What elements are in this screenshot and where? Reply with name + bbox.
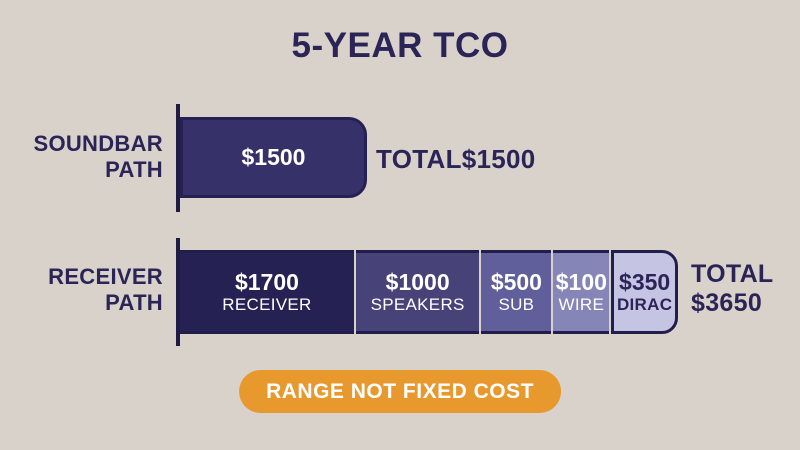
soundbar-total-label: TOTAL: [376, 144, 462, 174]
soundbar-axis-line: [176, 104, 180, 212]
segment-speakers-name: SPEAKERS: [370, 295, 465, 315]
soundbar-bar-value: $1500: [241, 144, 306, 170]
segment-sub-name: SUB: [498, 295, 535, 315]
chart-title: 5-YEAR TCO: [291, 26, 509, 65]
range-note-text: RANGE NOT FIXED COST: [266, 379, 534, 403]
receiver-axis-line: [176, 238, 180, 346]
soundbar-label-line2: PATH: [105, 157, 163, 182]
receiver-total-value: $3650: [691, 289, 763, 317]
receiver-path-label: RECEIVER PATH: [0, 264, 163, 316]
range-note-badge: RANGE NOT FIXED COST: [239, 370, 561, 413]
segment-wire: $100 WIRE: [553, 250, 610, 334]
soundbar-total-value: $1500: [461, 144, 536, 174]
segment-dirac: $350 DIRAC: [611, 250, 678, 334]
soundbar-path-label: SOUNDBAR PATH: [0, 131, 163, 183]
soundbar-label-line1: SOUNDBAR: [33, 131, 163, 156]
segment-receiver: $1700 RECEIVER: [180, 250, 354, 334]
receiver-label-line2: PATH: [105, 290, 163, 315]
soundbar-total: TOTAL$1500: [376, 144, 536, 175]
segment-speakers-value: $1000: [385, 269, 450, 295]
segment-wire-value: $100: [555, 269, 607, 295]
segment-sub-value: $500: [490, 269, 542, 295]
receiver-stacked-bar: $1700 RECEIVER $1000 SPEAKERS $500 SUB $…: [180, 250, 678, 334]
receiver-total-label: TOTAL: [691, 260, 774, 288]
segment-speakers: $1000 SPEAKERS: [355, 250, 480, 334]
segment-sub: $500 SUB: [481, 250, 552, 334]
segment-dirac-name: DIRAC: [616, 295, 673, 315]
soundbar-bar-segment: $1500: [180, 117, 367, 198]
receiver-total: TOTAL $3650: [691, 260, 774, 318]
segment-receiver-name: RECEIVER: [222, 295, 312, 315]
receiver-label-line1: RECEIVER: [48, 264, 163, 289]
segment-receiver-value: $1700: [234, 269, 299, 295]
segment-dirac-value: $350: [619, 269, 671, 295]
segment-wire-name: WIRE: [558, 295, 605, 315]
